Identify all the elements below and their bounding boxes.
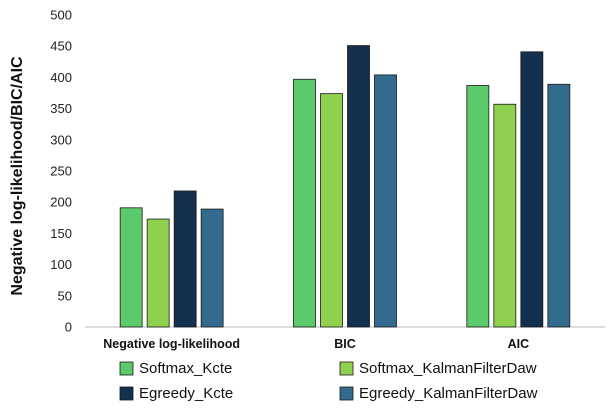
y-tick-label: 500 (50, 8, 72, 23)
y-tick-label: 100 (50, 257, 72, 272)
y-tick-label: 300 (50, 132, 72, 147)
bar-softmax-kalmanfilterdaw-0 (146, 218, 170, 328)
y-axis-ticks: 0 50 100 150 200 250 300 350 400 450 500 (50, 8, 72, 335)
x-category-label: Negative log-likelihood (103, 337, 240, 351)
legend-label: Egreedy_Kcte (139, 385, 233, 402)
bars (119, 45, 571, 328)
bar-egreedy-kalmanfilterdaw-0 (200, 208, 224, 328)
legend-swatch (119, 386, 134, 401)
bar-egreedy-kcte-0 (173, 190, 197, 328)
y-axis-label: Negative log-likelihood/BIC/AIC (9, 56, 26, 296)
legend-swatch (119, 361, 134, 376)
y-tick-label: 400 (50, 70, 72, 85)
y-tick-label: 450 (50, 39, 72, 54)
y-tick-label: 200 (50, 195, 72, 210)
bar-softmax-kcte-1 (293, 78, 316, 328)
legend-label: Egreedy_KalmanFilterDaw (359, 385, 538, 402)
bar-softmax-kalmanfilterdaw-1 (320, 93, 343, 328)
legend-swatch (339, 361, 354, 376)
bar-softmax-kcte-2 (466, 85, 490, 328)
bar-egreedy-kcte-2 (520, 51, 544, 328)
legend-label: Softmax_Kcte (139, 360, 232, 377)
y-tick-label: 0 (65, 320, 72, 335)
bar-egreedy-kalmanfilterdaw-2 (547, 83, 571, 328)
legend: Softmax_Kcte Softmax_KalmanFilterDaw Egree… (119, 360, 538, 402)
legend-label: Softmax_KalmanFilterDaw (359, 360, 537, 377)
x-axis-categories: Negative log-likelihood BIC AIC (103, 337, 529, 351)
bar-egreedy-kcte-1 (347, 45, 370, 328)
bar-softmax-kalmanfilterdaw-2 (493, 103, 517, 328)
x-category-label: BIC (334, 337, 356, 351)
y-tick-label: 350 (50, 101, 72, 116)
bar-softmax-kcte-0 (119, 207, 143, 328)
y-tick-label: 150 (50, 226, 72, 241)
bar-egreedy-kalmanfilterdaw-1 (374, 74, 397, 328)
x-category-label: AIC (508, 337, 530, 351)
y-tick-label: 50 (58, 288, 72, 303)
y-tick-label: 250 (50, 164, 72, 179)
legend-swatch (339, 386, 354, 401)
